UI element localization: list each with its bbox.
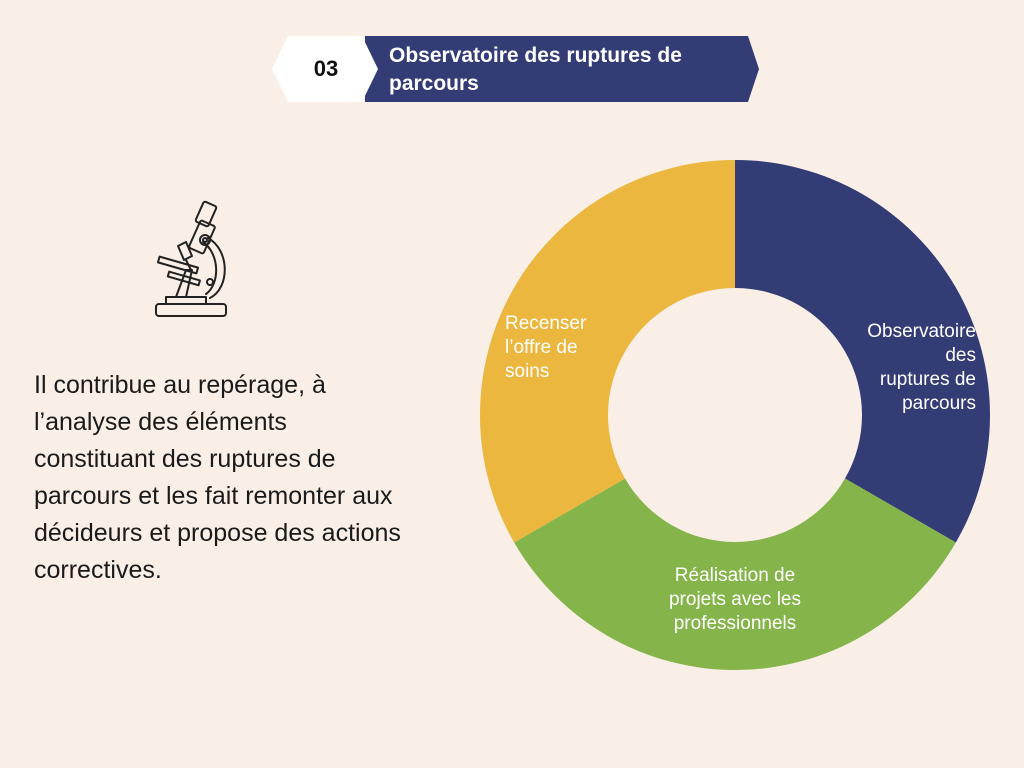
segment-label-observatoire: Observatoire des ruptures de parcours: [867, 321, 976, 414]
donut-segment-3: [479, 160, 735, 543]
segment-label-recenser: Recenser l’offre de soins: [505, 313, 587, 382]
section-header: 03 Observatoire des ruptures de parcours: [270, 34, 762, 104]
donut-chart: [479, 160, 990, 671]
description-text: Il contribue au repérage, à l’analyse de…: [34, 371, 401, 584]
section-number: 03: [313, 56, 339, 81]
donut-segment-2: [514, 478, 956, 671]
donut-segment-1: [735, 160, 990, 543]
header-banner: [272, 36, 759, 102]
header-title-banner: [365, 36, 759, 102]
microscope-icon: [150, 198, 232, 327]
header-number-badge: [272, 36, 378, 102]
section-title: Observatoire des ruptures de parcours: [389, 44, 682, 95]
segment-label-realisation: Réalisation de projets avec les profession…: [668, 565, 801, 634]
